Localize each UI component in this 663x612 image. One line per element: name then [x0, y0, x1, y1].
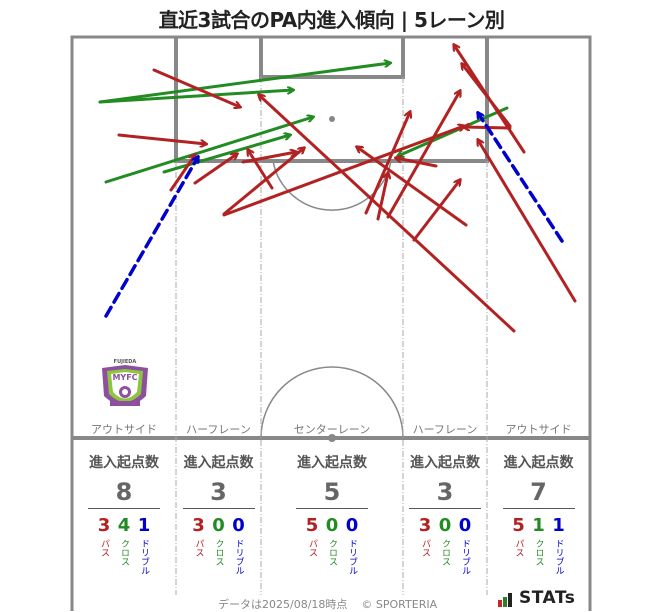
stat-header: 進入起点数 — [183, 455, 254, 471]
cross-label: クロス — [327, 539, 337, 566]
pass-count: 3 — [418, 515, 432, 536]
lane-stats-outside-right: 進入起点数 7 5 パス 1 クロス 1 ドリブル — [487, 452, 590, 575]
pass-arrow — [193, 154, 237, 185]
chart-title: 直近3試合のPA内進入傾向 | 5レーン別 — [158, 8, 505, 32]
pass-count: 3 — [192, 515, 205, 536]
lane-stats-halfspace-right: 進入起点数 3 3 パス 0 クロス 0 ドリブル — [403, 452, 487, 575]
cross-count: 0 — [325, 515, 339, 536]
penalty-spot — [329, 116, 335, 122]
pass-arrow — [241, 152, 296, 164]
lane-stats-outside-left: 進入起点数 8 3 パス 4 クロス 1 ドリブル — [72, 452, 176, 575]
stat-total: 8 — [115, 478, 133, 506]
pass-arrow — [357, 147, 468, 227]
divider — [182, 508, 255, 509]
divider — [409, 508, 481, 509]
lane-label-halfspace-right: ハーフレーン — [412, 423, 478, 436]
dribble-label: ドリブル — [139, 539, 149, 575]
lane-dividers — [175, 77, 488, 595]
lane-label-center: センターレーン — [293, 423, 371, 436]
pass-label: パス — [420, 539, 430, 557]
cross-count: 0 — [212, 515, 225, 536]
lane-label-halfspace-left: ハーフレーン — [186, 423, 251, 436]
penalty-arc — [272, 160, 392, 211]
pass-count: 5 — [512, 515, 525, 536]
dribble-count: 1 — [137, 515, 151, 536]
center-circle — [260, 366, 404, 439]
pass-arrow — [222, 148, 304, 216]
stat-total: 5 — [323, 478, 341, 506]
cross-label: クロス — [533, 539, 544, 566]
divider — [296, 508, 368, 509]
cross-label: クロス — [213, 539, 224, 566]
pass-arrow — [364, 112, 410, 215]
cross-label: クロス — [119, 539, 129, 566]
dribble-count: 0 — [458, 515, 472, 536]
crest-name: MYFC — [112, 373, 137, 382]
pass-arrow — [396, 158, 438, 168]
lane-stats-center: 進入起点数 5 5 パス 0 クロス 0 ドリブル — [261, 452, 403, 575]
stat-total: 3 — [210, 478, 227, 506]
pass-label: パス — [99, 539, 109, 557]
pitch-border — [70, 35, 592, 611]
lane-label-outside-right: アウトサイド — [505, 423, 572, 436]
pass-arrow — [412, 180, 460, 242]
dribble-count: 1 — [552, 515, 565, 536]
pass-arrow — [117, 133, 206, 144]
pass-label: パス — [193, 539, 204, 557]
dribble-count: 0 — [345, 515, 359, 536]
pass-arrow — [259, 95, 516, 333]
pass-label: パス — [513, 539, 524, 557]
dribble-arrow — [104, 157, 200, 318]
stat-total: 3 — [436, 478, 454, 506]
cross-arrow — [98, 90, 293, 104]
dribble-label: ドリブル — [460, 539, 470, 575]
stat-header: 進入起点数 — [89, 455, 159, 471]
cross-arrow — [398, 106, 509, 156]
stat-header: 進入起点数 — [503, 455, 574, 471]
copyright: © SPORTERIA — [361, 598, 438, 611]
pass-count: 3 — [97, 515, 111, 536]
center-spot — [328, 434, 336, 442]
divider — [502, 508, 575, 509]
cross-arrow — [162, 135, 290, 174]
dribble-label: ドリブル — [553, 539, 564, 575]
lane-stats-halfspace-left: 進入起点数 3 3 パス 0 クロス 0 ドリブル — [176, 452, 261, 575]
entry-arrows — [98, 45, 577, 333]
pass-arrow — [376, 173, 388, 221]
pass-arrow — [152, 68, 240, 107]
brand-name: STATs — [519, 588, 576, 608]
goal-area — [259, 37, 405, 79]
dribble-arrow — [478, 113, 564, 243]
data-date: データは2025/08/18時点 — [218, 598, 348, 611]
divider — [88, 508, 160, 509]
stat-header: 進入起点数 — [410, 455, 480, 471]
pass-arrow — [478, 140, 577, 303]
pass-arrow — [169, 155, 195, 192]
footer-note: データは2025/08/18時点 © SPORTERIA — [218, 596, 437, 612]
team-crest: FUJIEDA MYFC — [102, 359, 148, 406]
dribble-label: ドリブル — [233, 539, 244, 575]
stat-total: 7 — [530, 478, 547, 506]
stat-header: 進入起点数 — [297, 455, 367, 471]
cross-label: クロス — [440, 539, 450, 566]
cross-count: 1 — [532, 515, 545, 536]
lane-label-outside-left: アウトサイド — [91, 423, 157, 436]
dribble-label: ドリブル — [347, 539, 357, 575]
cross-arrow — [104, 117, 313, 184]
stats-brand-logo: STATs — [498, 589, 575, 607]
pass-label: パス — [307, 539, 317, 557]
pass-arrow — [386, 91, 460, 219]
cross-count: 4 — [117, 515, 131, 536]
bar-chart-icon — [498, 593, 512, 607]
cross-count: 0 — [438, 515, 452, 536]
cross-arrow — [98, 63, 390, 104]
crest-top-text: FUJIEDA — [114, 359, 137, 365]
pass-arrow — [462, 64, 512, 128]
pass-arrow — [222, 126, 464, 217]
pass-count: 5 — [305, 515, 319, 536]
pass-arrow — [248, 150, 274, 190]
dribble-count: 0 — [232, 515, 245, 536]
